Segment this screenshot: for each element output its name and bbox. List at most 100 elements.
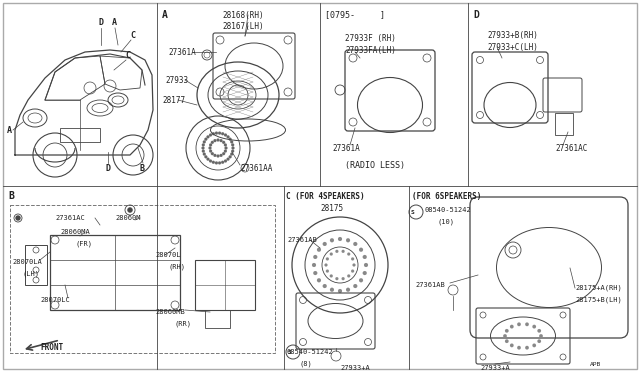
Text: APB: APB [590,362,601,368]
Text: 28175+B(LH): 28175+B(LH) [575,297,621,303]
Circle shape [313,271,317,275]
Text: (8): (8) [300,361,313,367]
Circle shape [203,153,206,155]
Circle shape [348,253,350,256]
Circle shape [324,263,328,266]
Circle shape [342,277,344,280]
Circle shape [222,141,225,144]
Circle shape [359,248,363,252]
Circle shape [220,139,223,142]
Circle shape [353,242,357,246]
Circle shape [517,323,521,326]
Circle shape [342,250,344,253]
Text: (RR): (RR) [175,321,192,327]
Circle shape [363,255,367,259]
Circle shape [211,152,214,155]
Circle shape [230,153,233,155]
Text: C: C [130,31,135,39]
Circle shape [231,150,234,153]
Text: 27933FA(LH): 27933FA(LH) [345,45,396,55]
Bar [50,235,180,310]
Text: S: S [411,209,415,215]
Circle shape [228,155,232,158]
Text: 27361AA: 27361AA [240,164,273,173]
Text: 28167(LH): 28167(LH) [222,22,264,31]
Text: C (FOR 4SPEAKERS): C (FOR 4SPEAKERS) [286,192,365,201]
Circle shape [525,346,529,350]
Circle shape [212,132,215,135]
Circle shape [517,346,521,350]
Text: (RH): (RH) [168,264,185,270]
Circle shape [330,238,334,242]
Text: 28060MA: 28060MA [60,229,90,235]
Circle shape [312,263,316,267]
Text: 27361AB: 27361AB [415,282,445,288]
Circle shape [335,250,339,253]
Circle shape [127,208,132,212]
Circle shape [213,154,216,157]
Text: 28168(RH): 28168(RH) [222,10,264,19]
Circle shape [363,271,367,275]
Circle shape [218,161,221,164]
Circle shape [338,237,342,241]
Circle shape [228,138,232,141]
Bar [555,113,573,135]
Text: B: B [140,164,145,173]
Text: FRONT: FRONT [40,343,63,353]
Circle shape [209,150,212,153]
Circle shape [202,150,205,153]
Text: 08540-51242: 08540-51242 [287,349,333,355]
Circle shape [330,288,334,292]
Circle shape [505,329,509,333]
Circle shape [224,150,227,153]
Circle shape [539,334,543,338]
Circle shape [216,154,220,157]
Text: 27933+B(RH): 27933+B(RH) [487,31,538,39]
Text: 28060MB: 28060MB [155,309,185,315]
Circle shape [510,344,513,347]
Circle shape [16,216,20,220]
Text: 27361AC: 27361AC [55,215,84,221]
Circle shape [209,144,212,147]
Circle shape [212,161,215,164]
Circle shape [207,158,209,161]
Circle shape [231,143,234,146]
Circle shape [317,248,321,252]
Circle shape [351,257,354,260]
Text: (FOR 6SPEAKERS): (FOR 6SPEAKERS) [412,192,481,201]
Circle shape [317,278,321,282]
Text: [0795-     ]: [0795- ] [325,10,385,19]
Circle shape [346,238,350,242]
Text: 27933F (RH): 27933F (RH) [345,33,396,42]
Circle shape [224,134,227,137]
Text: 27361A: 27361A [332,144,360,153]
Circle shape [227,135,230,138]
Text: 27361A: 27361A [168,48,196,57]
Circle shape [221,132,224,135]
Text: A: A [162,10,168,20]
Text: 28070L: 28070L [155,252,180,258]
Circle shape [330,275,333,278]
Circle shape [346,288,350,292]
Circle shape [538,329,541,333]
Circle shape [505,339,509,343]
Text: D: D [98,17,103,26]
Bar [195,260,255,310]
Circle shape [532,325,536,328]
Circle shape [313,255,317,259]
Text: 28177: 28177 [162,96,185,105]
Circle shape [525,323,529,326]
Circle shape [224,160,227,163]
Circle shape [353,263,355,266]
Text: 28175: 28175 [320,203,343,212]
Circle shape [220,154,223,157]
Circle shape [203,140,206,143]
Text: 28070LA: 28070LA [12,259,42,265]
Text: C: C [125,51,130,60]
Text: (RADIO LESS): (RADIO LESS) [345,160,405,170]
Circle shape [227,158,230,161]
Circle shape [510,325,513,328]
Text: 28175+A(RH): 28175+A(RH) [575,285,621,291]
Circle shape [338,289,342,293]
Circle shape [207,135,209,138]
